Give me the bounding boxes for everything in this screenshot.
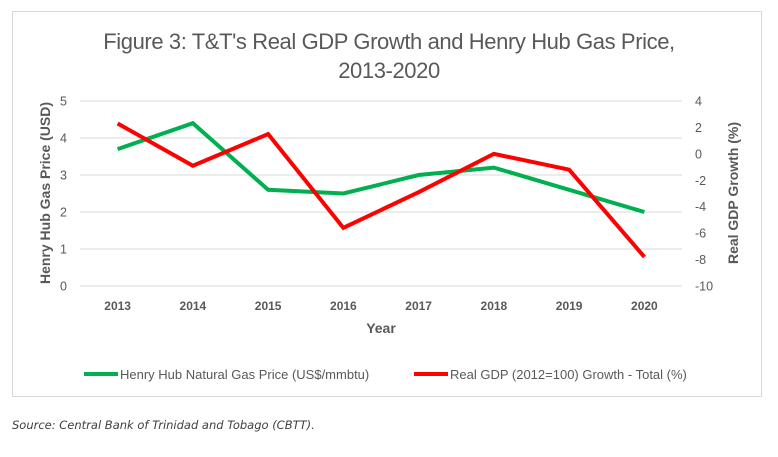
x-tick-label: 2018 [481, 299, 508, 313]
right-tick-label: -6 [695, 227, 706, 241]
chart-title: Figure 3: T&T's Real GDP Growth and Henr… [0, 27, 778, 85]
x-tick-label: 2014 [180, 299, 207, 313]
legend-label: Henry Hub Natural Gas Price (US$/mmbtu) [120, 367, 369, 382]
left-axis-ticks: 0 1 2 3 4 5 [60, 95, 67, 294]
right-axis-title: Real GDP Growth (%) [725, 122, 741, 264]
x-axis-title: Year [366, 320, 396, 336]
right-tick-label: -2 [695, 174, 706, 188]
left-tick-label: 0 [60, 280, 67, 294]
chart-title-line1: Figure 3: T&T's Real GDP Growth and Henr… [103, 29, 675, 54]
series-lines [116, 120, 646, 259]
legend-label: Real GDP (2012=100) Growth - Total (%) [450, 367, 687, 382]
right-tick-label: -8 [695, 253, 706, 267]
right-axis-ticks: -10 -8 -6 -4 -2 0 2 4 [695, 95, 713, 294]
right-tick-label: -4 [695, 200, 706, 214]
x-tick-label: 2016 [330, 299, 357, 313]
x-tick-label: 2020 [631, 299, 658, 313]
source-note: Source: Central Bank of Trinidad and Tob… [12, 418, 315, 432]
left-tick-label: 5 [60, 95, 67, 109]
left-tick-label: 1 [60, 243, 67, 257]
x-axis-ticks: 2013 2014 2015 2016 2017 2018 2019 2020 [104, 299, 658, 313]
x-tick-label: 2019 [556, 299, 583, 313]
left-tick-label: 2 [60, 206, 67, 220]
chart-frame [12, 11, 762, 397]
chart-title-line2: 2013-2020 [338, 58, 440, 83]
legend: Henry Hub Natural Gas Price (US$/mmbtu) R… [84, 367, 687, 382]
x-tick-label: 2017 [405, 299, 432, 313]
series-line-gas-price [116, 120, 645, 214]
left-axis-title: Henry Hub Gas Price (USD) [37, 102, 53, 284]
legend-item: Henry Hub Natural Gas Price (US$/mmbtu) [84, 367, 369, 382]
right-tick-label: 4 [695, 95, 702, 109]
left-tick-label: 3 [60, 169, 67, 183]
series-line-gdp-growth [116, 121, 646, 259]
right-tick-label: -10 [695, 280, 713, 294]
left-tick-label: 4 [60, 132, 67, 146]
right-tick-label: 0 [695, 147, 702, 161]
right-tick-label: 2 [695, 121, 702, 135]
x-tick-label: 2015 [255, 299, 282, 313]
x-tick-label: 2013 [104, 299, 131, 313]
legend-item: Real GDP (2012=100) Growth - Total (%) [414, 367, 687, 382]
